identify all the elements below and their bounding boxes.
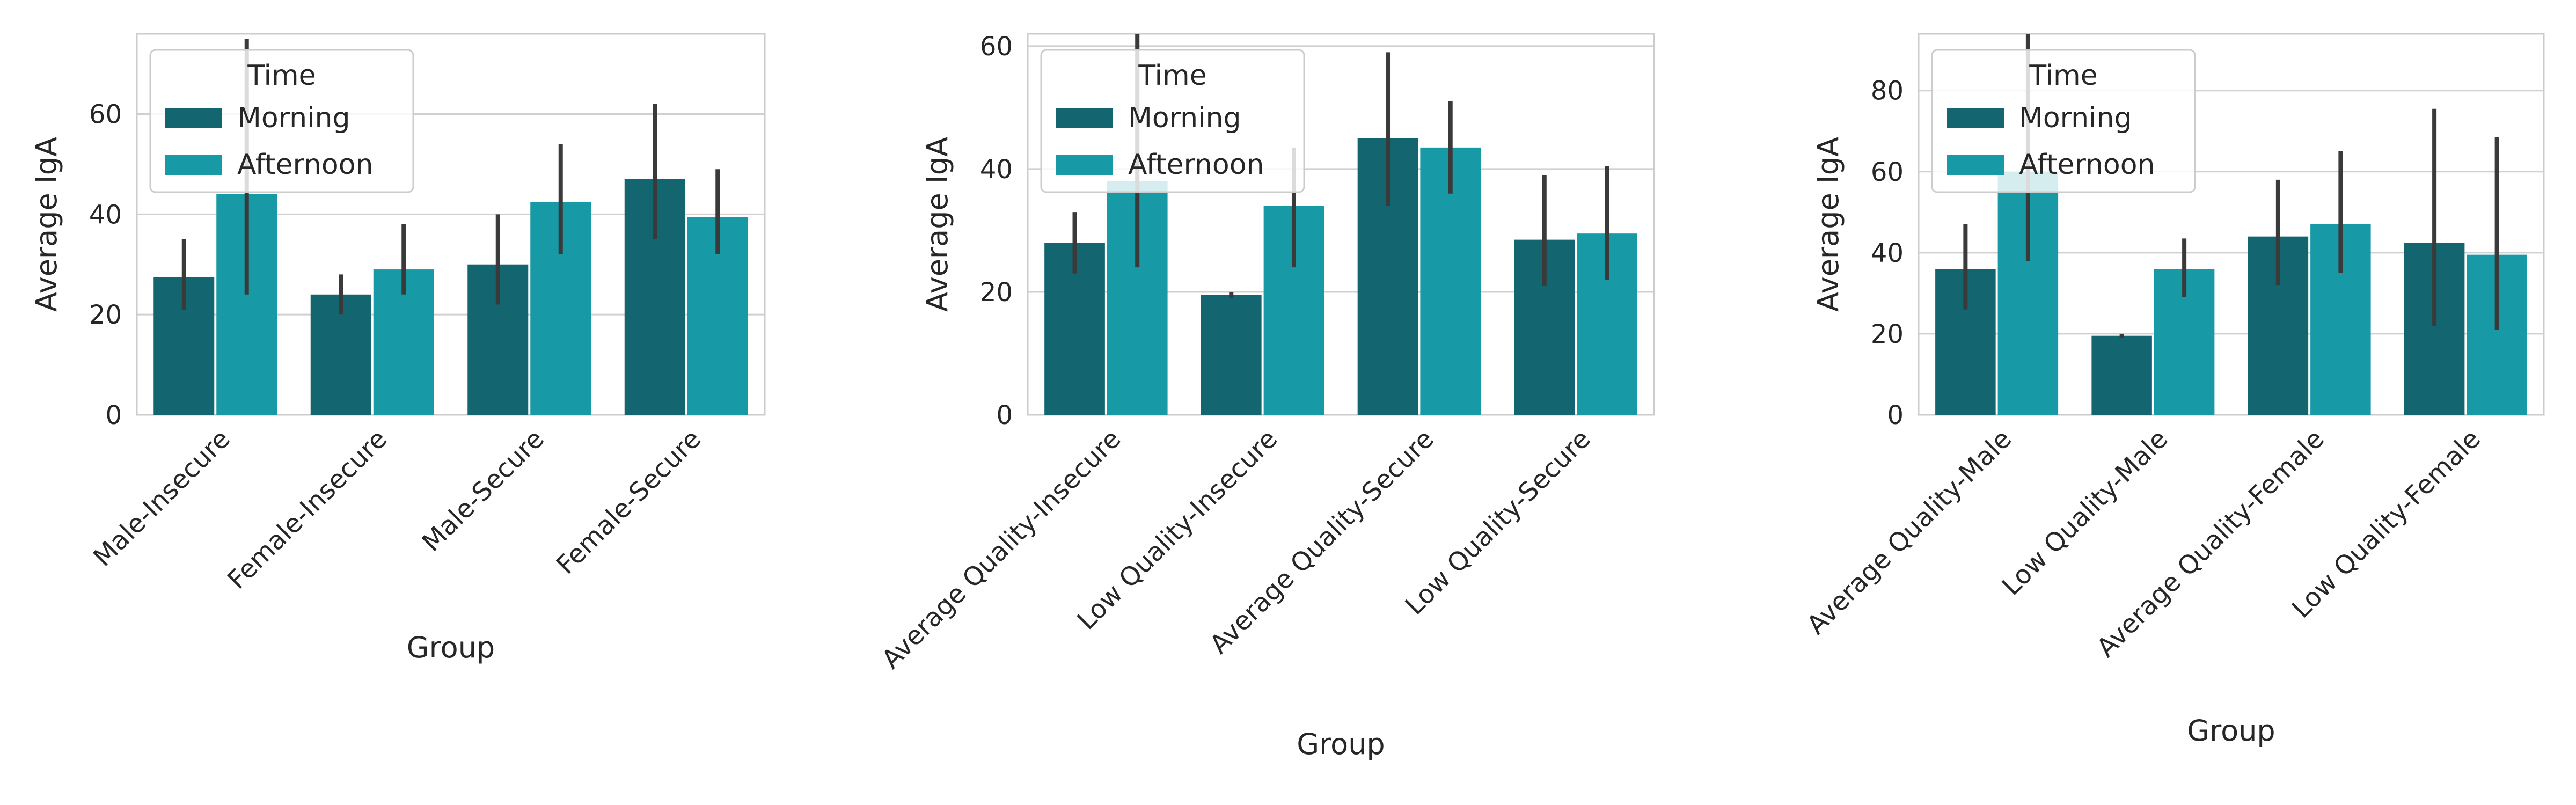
legend-label-afternoon: Afternoon — [1128, 149, 1264, 181]
y-tick-label: 0 — [105, 400, 122, 430]
legend: Time Morning Afternoon — [149, 49, 414, 193]
bar-morning-2 — [2091, 335, 2152, 415]
plot-frame — [1027, 33, 1655, 416]
legend-label-afternoon: Afternoon — [237, 149, 374, 181]
y-tick-label: 60 — [89, 99, 122, 129]
x-tick-label: Female-Insecure — [222, 424, 393, 595]
legend-swatch-afternoon — [1056, 155, 1113, 175]
y-axis-label: Average IgA — [1811, 137, 1845, 312]
y-tick-label: 20 — [89, 300, 122, 330]
plot-frame — [136, 33, 766, 416]
x-tick-label: Average Quality-Insecure — [876, 424, 1126, 675]
legend-label-afternoon: Afternoon — [2019, 149, 2155, 181]
y-axis-label: Average IgA — [30, 137, 63, 312]
y-tick-label: 40 — [89, 200, 122, 230]
x-axis-label: Group — [407, 631, 495, 664]
legend: Time Morning Afternoon — [1931, 49, 2196, 193]
y-tick-label: 20 — [980, 277, 1013, 308]
x-tick-label: Low Quality-Male — [1996, 424, 2174, 602]
legend-title: Time — [247, 60, 316, 92]
x-axis-label: Group — [2187, 714, 2275, 748]
y-tick-label: 40 — [980, 155, 1013, 185]
legend: Time Morning Afternoon — [1040, 49, 1305, 193]
bar-morning-2 — [1201, 295, 1262, 415]
legend-label-morning: Morning — [1128, 102, 1241, 134]
x-axis-label: Group — [1297, 727, 1385, 761]
legend-swatch-morning — [165, 108, 222, 128]
y-tick-label: 80 — [1871, 76, 1904, 106]
y-tick-label: 40 — [1871, 238, 1904, 268]
plot-frame — [1918, 33, 2545, 416]
legend-swatch-afternoon — [1947, 155, 2004, 175]
x-tick-label: Male-Insecure — [87, 424, 236, 573]
y-axis-label: Average IgA — [920, 137, 954, 312]
y-tick-label: 0 — [996, 400, 1013, 430]
x-tick-label: Average Quality-Male — [1801, 424, 2017, 640]
legend-title: Time — [2029, 60, 2097, 92]
y-tick-label: 60 — [980, 32, 1013, 62]
x-tick-label: Male-Secure — [416, 424, 550, 558]
legend-title: Time — [1138, 60, 1206, 92]
y-tick-label: 60 — [1871, 157, 1904, 187]
x-tick-label: Female-Secure — [551, 424, 707, 580]
legend-label-morning: Morning — [237, 102, 350, 134]
legend-label-morning: Morning — [2019, 102, 2132, 134]
bars — [1935, 171, 2527, 415]
y-tick-label: 20 — [1871, 319, 1904, 349]
legend-swatch-morning — [1947, 108, 2004, 128]
y-tick-label: 0 — [1887, 400, 1904, 430]
legend-swatch-afternoon — [165, 155, 222, 175]
legend-swatch-morning — [1056, 108, 1113, 128]
